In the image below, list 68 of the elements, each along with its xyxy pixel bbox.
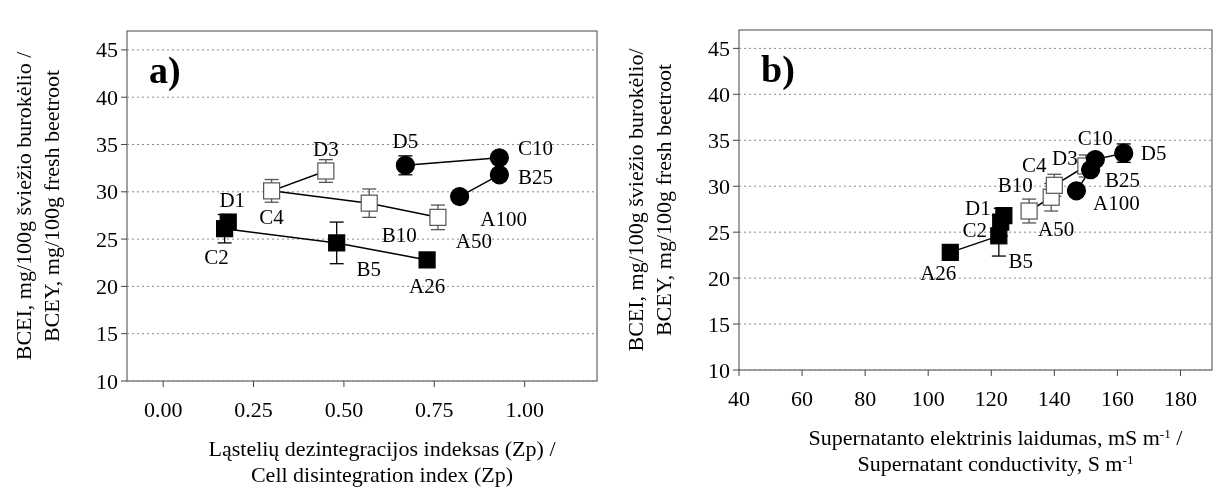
point (360, 194, 378, 212)
annotation: D5 (392, 129, 419, 154)
annotation: A26 (408, 273, 446, 298)
annotation: B10 (381, 223, 417, 248)
y-tick-label: 30 (708, 173, 730, 199)
annotation: D5 (1140, 141, 1167, 166)
point (450, 186, 470, 207)
y-tick-label: 45 (96, 37, 118, 63)
point (1066, 181, 1087, 201)
point (429, 208, 447, 226)
x-axis-title: Ląstelių dezintegracijos indeksas (Zp) / Cell disintegration index (Zp) (208, 436, 557, 487)
text: b) (761, 48, 795, 91)
x-tick-label: 40 (728, 386, 750, 411)
x-tick-label: 0.50 (324, 397, 364, 422)
text: a) (149, 49, 181, 92)
point (219, 213, 237, 231)
y-tick-label: 25 (708, 219, 730, 245)
y-axis-title: BCEI, mg/100g šviežio burokėlio / BCEY, mg/100g fresh beetroot (11, 50, 64, 361)
point (328, 234, 346, 252)
annotation: A26 (920, 261, 957, 286)
annotation: B25 (517, 164, 553, 189)
y-tick-label: 30 (96, 179, 118, 205)
annotation: D3 (313, 137, 339, 161)
y-tick-label: 35 (96, 132, 118, 158)
annotation: D3 (1052, 146, 1078, 170)
point (263, 182, 281, 200)
point (489, 148, 509, 168)
annotation: A100 (1093, 190, 1140, 215)
annotation: B25 (1105, 167, 1141, 192)
y-tick-label: 35 (708, 127, 730, 153)
annotation: C2 (962, 218, 987, 243)
x-tick-label: 100 (911, 386, 945, 411)
y-tick-label: 20 (96, 273, 118, 299)
x-tick-label: 60 (791, 386, 814, 411)
annotation: D1 (219, 188, 246, 213)
x-tick-label: 160 (1100, 386, 1134, 411)
x-tick-label: 0.75 (415, 397, 454, 422)
point (418, 251, 436, 269)
y-tick-label: 10 (708, 357, 730, 383)
annotation: B5 (356, 256, 381, 281)
y-tick-label: 40 (96, 84, 118, 110)
x-tick-label: 180 (1163, 386, 1197, 411)
point (941, 243, 959, 261)
y-tick-label: 40 (708, 81, 730, 107)
annotation: C10 (1077, 125, 1113, 150)
annotation: A50 (1038, 217, 1075, 242)
y-tick-label: 25 (96, 226, 118, 252)
y-axis-title: BCEI, mg/100g šviežio burokėlio/ BCEY, mg/100g fresh beetroot (623, 47, 676, 352)
annotation: B5 (1008, 248, 1034, 273)
point (1020, 202, 1038, 220)
text: Supernatanto elektrinis laidumas, mS m$^{-1}$ / Supernatant conductivity, S m$^{-1}$ (808, 425, 1183, 476)
annotation: D1 (965, 195, 991, 220)
x-tick-label: 0.00 (143, 397, 183, 422)
annotation: A50 (455, 229, 493, 254)
x-tick-label: 120 (974, 386, 1008, 411)
annotation: C10 (517, 135, 553, 160)
annotation: C2 (204, 244, 229, 269)
y-tick-label: 15 (708, 311, 730, 337)
y-tick-label: 15 (96, 321, 118, 347)
y-tick-label: 10 (96, 368, 118, 394)
annotation: C4 (259, 204, 285, 229)
y-tick-label: 45 (708, 35, 730, 61)
x-tick-label: 0.25 (234, 397, 273, 422)
y-tick-label: 20 (708, 265, 730, 291)
x-tick-label: 1.00 (505, 397, 544, 422)
x-tick-label: 140 (1037, 386, 1071, 411)
annotation: A100 (480, 206, 527, 231)
x-tick-label: 80 (854, 386, 877, 411)
